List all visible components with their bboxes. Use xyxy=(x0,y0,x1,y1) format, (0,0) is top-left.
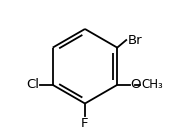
Text: CH₃: CH₃ xyxy=(141,78,163,91)
Text: F: F xyxy=(81,117,89,130)
Text: Br: Br xyxy=(127,34,142,47)
Text: O: O xyxy=(130,78,141,91)
Text: Cl: Cl xyxy=(26,78,40,91)
